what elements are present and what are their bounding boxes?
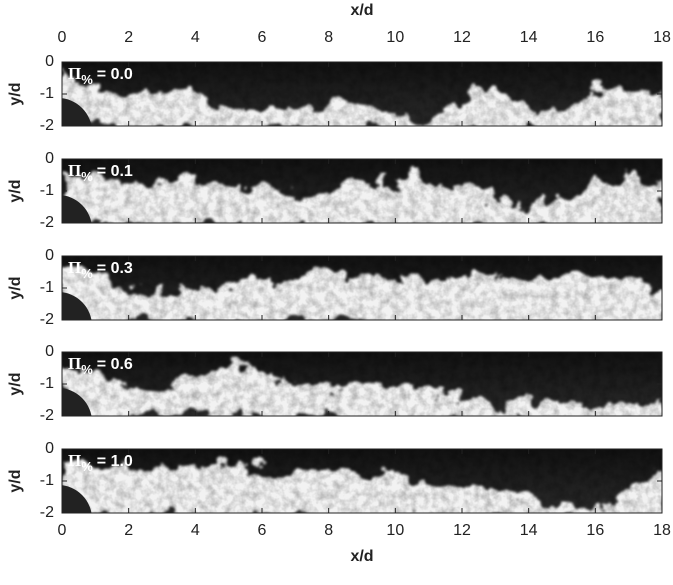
y-tick-label: -2 <box>40 311 54 328</box>
x-tick-label: 8 <box>324 29 333 46</box>
flow-image <box>62 352 662 416</box>
y-tick-label: -1 <box>40 472 54 489</box>
annotation-subscript: % <box>81 266 93 281</box>
annotation-text: = 0.1 <box>97 163 133 180</box>
annotation-symbol: Π <box>68 161 81 180</box>
annotation-subscript: % <box>81 362 93 377</box>
flow-image <box>62 62 662 126</box>
x-tick-label: 16 <box>586 522 604 539</box>
nozzle <box>62 195 92 223</box>
y-tick-label: 0 <box>45 53 54 70</box>
y-axis-label: y/d <box>7 82 24 105</box>
annotation: Π% = 0.0 <box>68 64 133 88</box>
annotation: Π% = 1.0 <box>68 451 133 475</box>
annotation-symbol: Π <box>68 64 81 83</box>
x-tick-label: 18 <box>653 522 671 539</box>
x-tick-label: 4 <box>191 522 200 539</box>
y-axis-label: y/d <box>7 372 24 395</box>
image-panel <box>62 256 662 320</box>
annotation-subscript: % <box>81 459 93 474</box>
x-tick-label: 12 <box>453 522 471 539</box>
y-tick-label: -1 <box>40 375 54 392</box>
annotation: Π% = 0.6 <box>68 354 133 378</box>
y-tick-label: -2 <box>40 214 54 231</box>
annotation-symbol: Π <box>68 258 81 277</box>
annotation-symbol: Π <box>68 354 81 373</box>
x-axis-label: x/d <box>350 2 373 19</box>
y-tick-label: 0 <box>45 247 54 264</box>
x-tick-label: 0 <box>58 29 67 46</box>
x-tick-label: 4 <box>191 29 200 46</box>
x-tick-label: 14 <box>520 29 538 46</box>
y-tick-label: 0 <box>45 150 54 167</box>
annotation: Π% = 0.3 <box>68 258 133 282</box>
y-axis-label: y/d <box>7 276 24 299</box>
x-axis-label: x/d <box>350 548 373 565</box>
image-panel <box>62 449 662 513</box>
y-axis-label: y/d <box>7 179 24 202</box>
y-tick-label: -2 <box>40 407 54 424</box>
x-tick-label: 10 <box>386 522 404 539</box>
x-tick-label: 10 <box>386 29 404 46</box>
annotation-text: = 0.0 <box>97 66 133 83</box>
y-tick-label: -1 <box>40 85 54 102</box>
annotation-symbol: Π <box>68 451 81 470</box>
annotation-text: = 1.0 <box>97 453 133 470</box>
annotation-text: = 0.3 <box>97 260 133 277</box>
y-tick-label: 0 <box>45 440 54 457</box>
y-tick-label: -2 <box>40 504 54 521</box>
flow-image <box>62 449 662 513</box>
grain <box>62 256 662 320</box>
grain <box>62 62 662 126</box>
x-tick-label: 14 <box>520 522 538 539</box>
x-tick-label: 16 <box>586 29 604 46</box>
image-panel <box>62 159 662 223</box>
nozzle <box>62 388 92 416</box>
grain <box>62 159 662 223</box>
nozzle <box>62 485 92 513</box>
y-tick-label: 0 <box>45 343 54 360</box>
x-tick-label: 8 <box>324 522 333 539</box>
y-tick-label: -1 <box>40 182 54 199</box>
y-tick-label: -2 <box>40 117 54 134</box>
annotation-subscript: % <box>81 169 93 184</box>
image-panel <box>62 352 662 416</box>
grain <box>62 352 662 416</box>
flow-image <box>62 159 662 223</box>
x-tick-label: 12 <box>453 29 471 46</box>
flow-image <box>62 256 662 320</box>
y-tick-label: -1 <box>40 279 54 296</box>
annotation-subscript: % <box>81 72 93 87</box>
x-tick-label: 2 <box>124 29 133 46</box>
nozzle <box>62 292 92 320</box>
image-panel <box>62 62 662 126</box>
x-tick-label: 18 <box>653 29 671 46</box>
x-tick-label: 6 <box>258 29 267 46</box>
grain <box>62 449 662 513</box>
annotation-text: = 0.6 <box>97 356 133 373</box>
annotation: Π% = 0.1 <box>68 161 133 185</box>
x-tick-label: 0 <box>58 522 67 539</box>
y-axis-label: y/d <box>7 469 24 492</box>
x-tick-label: 2 <box>124 522 133 539</box>
nozzle <box>62 98 92 126</box>
x-tick-label: 6 <box>258 522 267 539</box>
